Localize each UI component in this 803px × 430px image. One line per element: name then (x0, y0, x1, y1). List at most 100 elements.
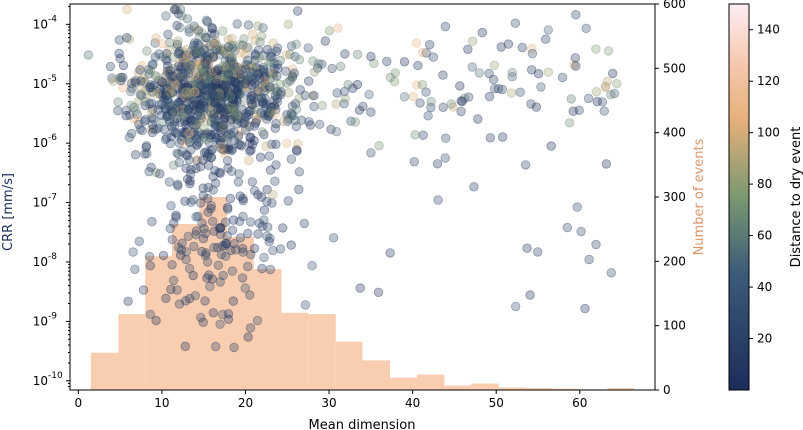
scatter-point (253, 229, 263, 239)
scatter-point (236, 141, 247, 151)
scatter-point (168, 218, 179, 228)
scatter-point (254, 53, 264, 63)
scatter-point (187, 89, 197, 99)
scatter-point (257, 127, 268, 137)
x-tick-label: 20 (238, 396, 253, 410)
scatter-point (179, 68, 189, 79)
colorbar-tick-label: 80 (757, 177, 772, 191)
scatter-point (433, 195, 443, 205)
scatter-point (268, 68, 278, 79)
scatter-point (268, 189, 278, 200)
scatter-point (175, 111, 186, 121)
scatter-point (258, 96, 268, 107)
scatter-point (166, 87, 177, 98)
scatter-point (260, 76, 270, 86)
scatter-point (229, 59, 239, 70)
scatter-point (207, 89, 218, 99)
scatter-point (446, 99, 457, 109)
scatter-point (246, 91, 256, 102)
scatter-point (216, 72, 227, 83)
scatter-point (242, 63, 252, 73)
scatter-point (230, 99, 240, 110)
scatter-point (176, 62, 187, 72)
scatter-point (172, 179, 183, 190)
scatter-point (608, 68, 618, 79)
scatter-point (171, 4, 181, 15)
scatter-point (201, 90, 212, 101)
scatter-point (213, 106, 224, 116)
scatter-point (253, 45, 264, 55)
scatter-point (204, 70, 214, 81)
scatter-point (219, 61, 230, 72)
scatter-point (183, 94, 194, 104)
scatter-point (242, 74, 252, 85)
scatter-point (412, 80, 422, 90)
scatter-point (230, 84, 241, 95)
scatter-point (169, 4, 180, 15)
scatter-point (164, 117, 175, 127)
scatter-point (220, 217, 231, 227)
scatter-point (160, 134, 171, 145)
scatter-point (160, 103, 170, 113)
scatter-point (209, 108, 219, 119)
scatter-point (177, 104, 187, 115)
scatter-point (178, 89, 188, 99)
scatter-point (488, 74, 499, 85)
scatter-point (259, 215, 269, 225)
scatter-point (199, 123, 209, 134)
scatter-point (215, 97, 226, 108)
scatter-point (218, 89, 229, 99)
scatter-point (307, 261, 317, 271)
scatter-point (222, 104, 233, 115)
scatter-point (202, 51, 212, 61)
scatter-point (207, 81, 218, 91)
scatter-point (207, 112, 218, 123)
scatter-point (184, 136, 195, 147)
scatter-point (421, 87, 431, 97)
scatter-point (418, 47, 428, 58)
scatter-point (180, 57, 191, 67)
scatter-point (169, 117, 180, 127)
scatter-point (251, 115, 262, 126)
scatter-point (201, 85, 211, 96)
scatter-point (199, 147, 210, 158)
scatter-point (227, 225, 238, 235)
scatter-point (183, 85, 194, 96)
scatter-point (206, 76, 216, 87)
scatter-point (256, 31, 267, 41)
scatter-point (230, 67, 240, 78)
scatter-point (170, 4, 180, 15)
histogram-bar (498, 387, 526, 390)
scatter-point (164, 69, 175, 80)
scatter-point (182, 97, 193, 108)
scatter-point (118, 60, 129, 71)
scatter-point (286, 41, 297, 51)
scatter-point (184, 60, 195, 71)
scatter-point (225, 193, 236, 204)
scatter-point (242, 87, 252, 97)
scatter-point (192, 139, 202, 149)
scatter-point (202, 85, 213, 95)
scatter-point (223, 69, 234, 79)
scatter-point (213, 260, 224, 270)
y2-axis-title: Number of events (692, 138, 707, 255)
scatter-point (191, 212, 201, 222)
histogram-bar (253, 269, 282, 390)
histogram-bar (607, 388, 635, 390)
scatter-point (418, 130, 428, 140)
scatter-point (265, 108, 275, 119)
scatter-point (210, 36, 221, 46)
scatter-point (369, 58, 379, 69)
scatter-point (286, 111, 296, 122)
scatter-point (232, 69, 242, 79)
scatter-point (231, 94, 242, 105)
scatter-point (218, 120, 229, 130)
scatter-point (209, 39, 219, 49)
scatter-point (182, 90, 192, 101)
scatter-point (166, 201, 176, 211)
histogram-bar (171, 224, 200, 390)
scatter-point (175, 72, 186, 82)
scatter-point (221, 80, 231, 90)
scatter-point (243, 20, 254, 30)
scatter-point (220, 251, 231, 261)
